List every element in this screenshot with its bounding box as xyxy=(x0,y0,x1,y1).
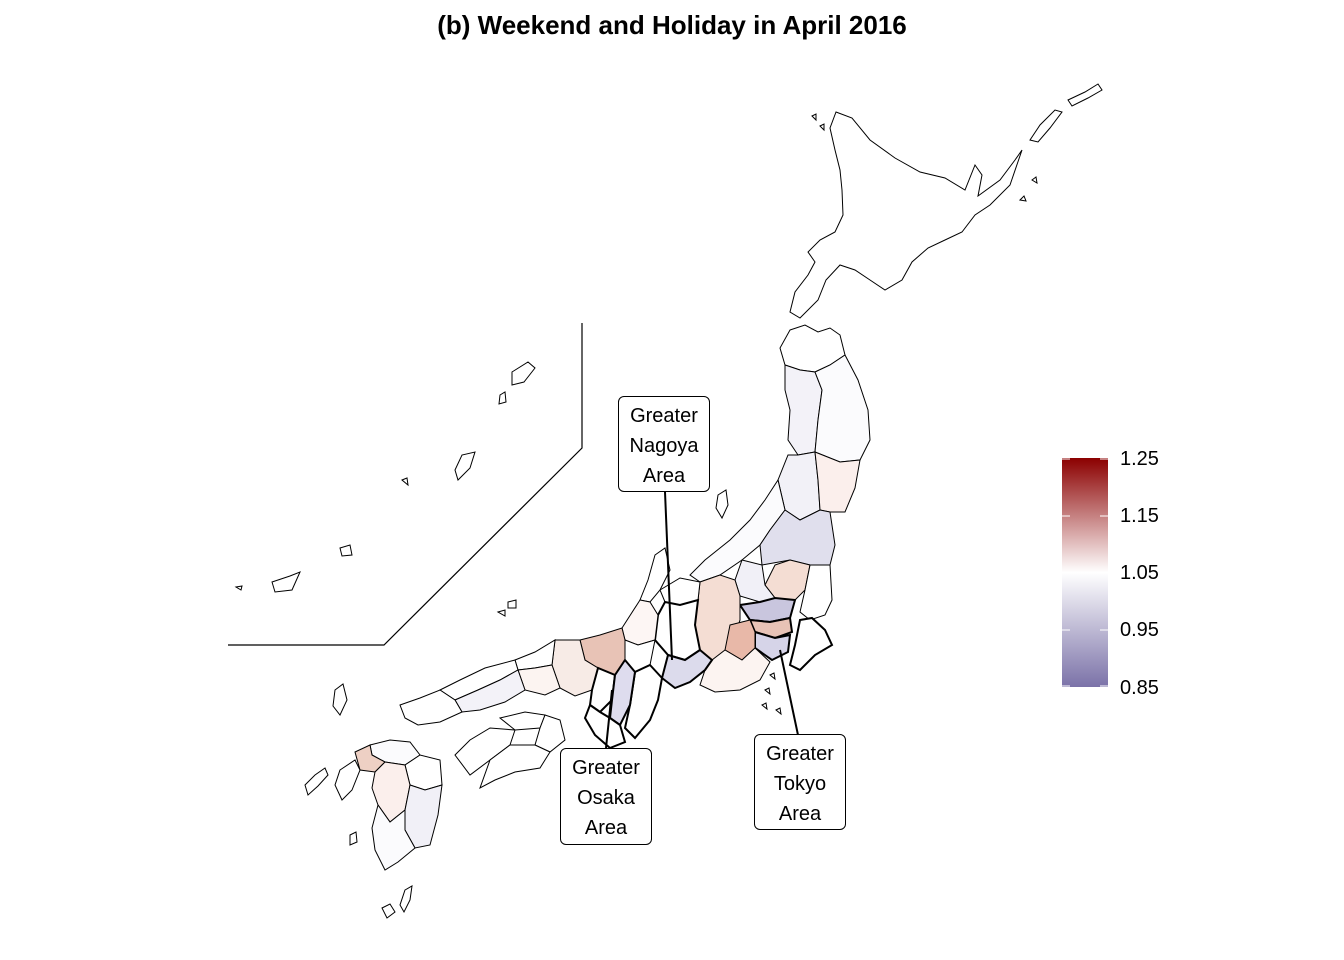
region-miyagi xyxy=(814,451,861,513)
region-aichi xyxy=(660,648,714,690)
region-sado xyxy=(715,489,729,520)
region-chiba xyxy=(788,616,834,672)
region-southern-islands xyxy=(349,831,413,919)
callout-line: Nagoya xyxy=(629,435,699,457)
tokyo-leader-line xyxy=(779,649,799,736)
region-gifu xyxy=(653,598,702,662)
nagoya-leader-line xyxy=(664,491,673,661)
region-izu-islands xyxy=(761,672,782,716)
region-tsushima xyxy=(332,683,348,716)
region-yamaguchi xyxy=(399,689,463,726)
callout-line: Greater xyxy=(572,757,640,779)
osaka-leader-line xyxy=(605,689,613,749)
legend-tick-1-05: 1.05 xyxy=(1120,562,1159,584)
callout-line: Greater xyxy=(630,405,698,427)
region-rebun xyxy=(811,113,825,132)
region-nagasaki xyxy=(334,759,361,801)
region-iwate xyxy=(814,354,871,463)
callout-line: Greater xyxy=(766,743,834,765)
legend-tick-0-95: 0.95 xyxy=(1120,619,1159,641)
legend-colorbar xyxy=(1062,458,1108,687)
callout-line: Area xyxy=(642,465,686,487)
callout-greater-osaka: Greater Osaka Area xyxy=(560,748,652,845)
region-hokkaido xyxy=(789,111,1023,319)
region-ishikawa xyxy=(639,547,671,603)
region-kagoshima xyxy=(371,803,416,871)
callout-line: Tokyo xyxy=(773,773,827,795)
legend-tick-0-85: 0.85 xyxy=(1120,677,1159,699)
region-goto xyxy=(304,767,329,796)
callout-line: Area xyxy=(778,803,822,825)
region-fukui xyxy=(621,599,659,646)
region-wakayama xyxy=(583,703,627,750)
callout-greater-tokyo: Greater Tokyo Area xyxy=(754,734,846,830)
region-kochi xyxy=(479,744,551,790)
callout-line: Osaka xyxy=(577,787,635,809)
region-miyazaki xyxy=(404,784,443,849)
map-title: (b) Weekend and Holiday in April 2016 xyxy=(437,10,907,40)
region-okinawa xyxy=(234,361,536,617)
region-ibaraki xyxy=(799,564,833,621)
callout-greater-nagoya: Greater Nagoya Area xyxy=(618,396,710,492)
region-shizuoka xyxy=(699,647,771,693)
callout-line: Area xyxy=(584,817,628,839)
legend-tick-1-25: 1.25 xyxy=(1120,448,1159,470)
legend-tick-1-15: 1.15 xyxy=(1120,505,1159,527)
region-ehime xyxy=(454,727,516,776)
region-kuril xyxy=(1018,83,1103,202)
region-fukushima xyxy=(759,509,836,566)
region-hiroshima xyxy=(454,669,526,713)
region-kagawa xyxy=(498,711,546,731)
okinawa-inset-frame xyxy=(228,323,583,646)
